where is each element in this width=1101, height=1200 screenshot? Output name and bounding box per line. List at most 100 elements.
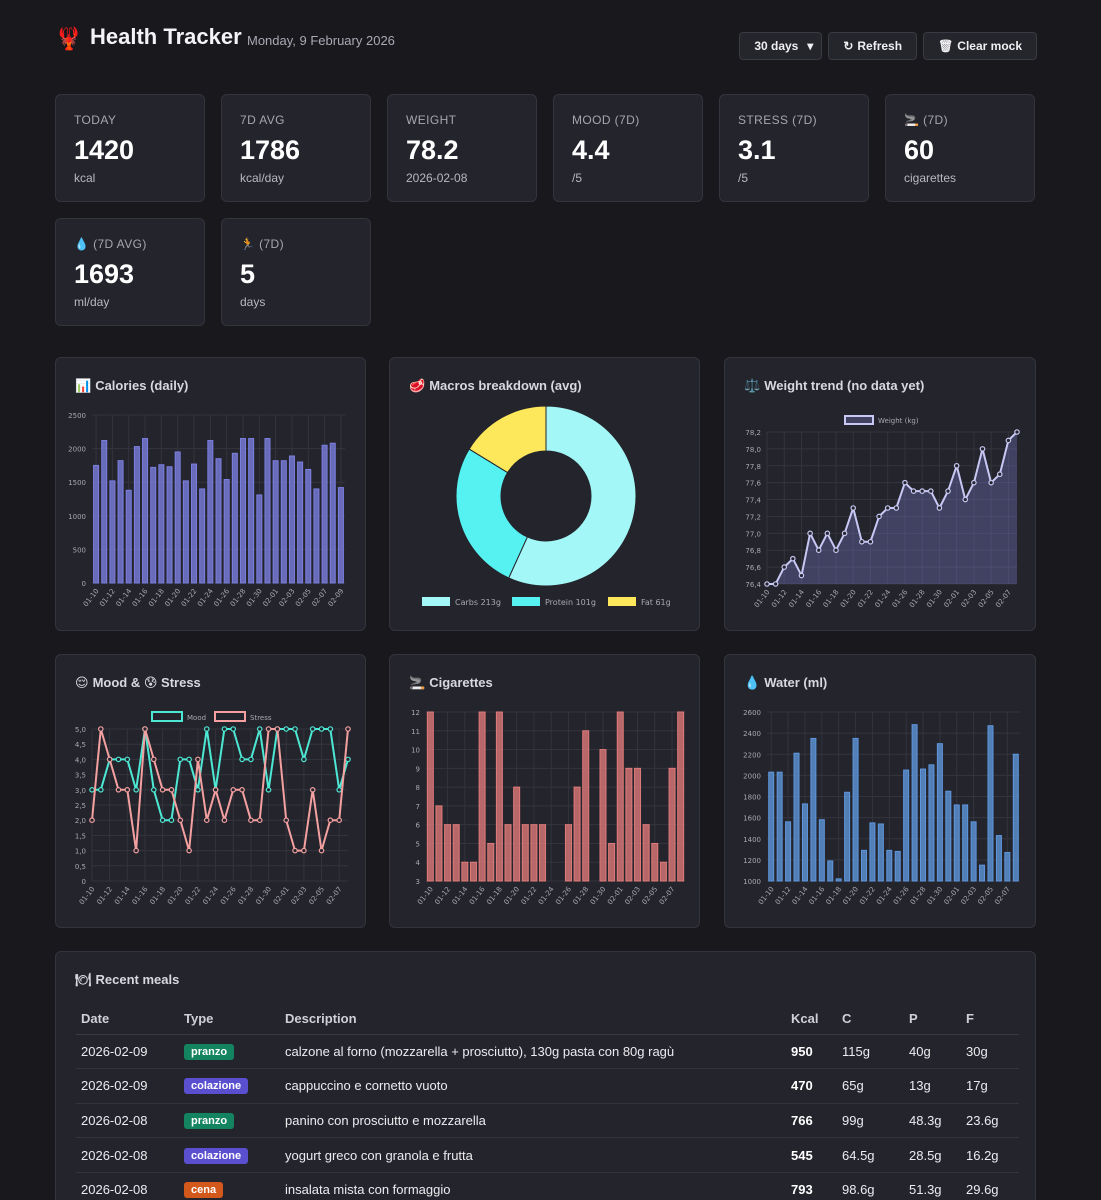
data-point-weight-kg- xyxy=(867,538,874,545)
bar-calories xyxy=(117,460,124,584)
panel-title: 💧 Water (ml) xyxy=(744,675,828,690)
stat-label: MOOD (7D) xyxy=(572,113,640,127)
stat-card-stress: STRESS (7D) 3.1 /5 xyxy=(719,94,869,202)
data-point-stress xyxy=(309,787,316,793)
meal-description: calzone al forno (mozzarella + prosciutt… xyxy=(280,1034,786,1070)
stat-card-today: TODAY 1420 kcal xyxy=(55,94,205,202)
panel-title: 📊 Calories (daily) xyxy=(75,378,189,393)
y-tick-label: 3,5 xyxy=(75,772,86,780)
data-point-stress xyxy=(159,787,166,793)
data-point-weight-kg- xyxy=(902,479,908,486)
meal-fat: 16.2g xyxy=(961,1137,1019,1173)
legend-label-fat: Fat 61g xyxy=(641,598,671,607)
x-tick-label: 02-01 xyxy=(606,885,625,906)
bar-calories xyxy=(158,464,165,584)
y-tick-label: 11 xyxy=(411,728,420,736)
x-tick-label: 02-01 xyxy=(272,885,291,906)
clear-mock-button[interactable]: 🗑 Clear mock xyxy=(923,32,1037,60)
bar-water xyxy=(979,864,986,882)
data-point-weight-kg- xyxy=(824,530,831,537)
pie-slice-carbs xyxy=(508,405,637,587)
y-tick-label: 78,2 xyxy=(745,429,761,437)
bar-calories xyxy=(142,438,149,584)
meal-protein: 48.3g xyxy=(904,1103,961,1139)
x-tick-label: 02-05 xyxy=(977,588,996,609)
legend-swatch-carbs xyxy=(422,597,450,606)
legend-label-stress: Stress xyxy=(250,714,272,722)
data-point-mood xyxy=(230,726,237,732)
bar-cigarettes xyxy=(659,861,667,882)
bar-water xyxy=(810,737,817,882)
stat-label: TODAY xyxy=(74,113,117,127)
mood-stress-panel: 😌 Mood & 😰 Stress 0 0,5 1,0 1,5 2,0 2,5 3,0 3,5 4… xyxy=(55,654,366,928)
cigarette-icon: 🚬 xyxy=(409,675,426,690)
range-select[interactable]: 30 days ▾ xyxy=(739,32,823,60)
bar-cigarettes xyxy=(634,767,642,882)
x-tick-label: 01-10 xyxy=(82,587,101,608)
y-tick-label: 77,4 xyxy=(745,497,761,505)
data-point-mood xyxy=(239,756,245,763)
scale-icon: ⚖️ xyxy=(744,378,761,393)
table-row: 2026-02-08 pranzo panino con prosciutto … xyxy=(76,1103,1019,1139)
stat-card-mood: MOOD (7D) 4.4 /5 xyxy=(553,94,703,202)
recent-meals-panel: 🍽 Recent meals Date Type Description Kcal… xyxy=(55,951,1036,1200)
y-tick-label: 4,5 xyxy=(75,741,86,749)
x-tick-label: 01-18 xyxy=(822,588,841,609)
data-point-weight-kg- xyxy=(884,505,891,511)
data-point-weight-kg- xyxy=(927,488,934,494)
y-tick-label: 76,4 xyxy=(745,581,761,589)
calories-panel: 📊 Calories (daily) 0 500 1000 1500 2000 2500 01… xyxy=(55,357,366,631)
refresh-button[interactable]: ↻ Refresh xyxy=(828,32,918,60)
bar-water xyxy=(987,725,994,882)
bar-water xyxy=(818,819,825,882)
water-chart: 1000 1200 1400 1600 1800 2000 2200 2400 2600 01-1… xyxy=(743,709,1020,906)
table-row: 2026-02-09 pranzo calzone al forno (mozz… xyxy=(76,1034,1019,1070)
x-tick-label: 01-18 xyxy=(148,885,167,906)
stat-unit: cigarettes xyxy=(904,171,957,185)
data-point-weight-kg- xyxy=(833,547,839,554)
data-point-mood xyxy=(203,726,210,732)
x-tick-label: 01-26 xyxy=(554,885,573,906)
x-tick-label: 02-03 xyxy=(278,587,297,608)
legend-label-weight: Weight (kg) xyxy=(878,417,919,425)
bar-calories xyxy=(223,479,230,584)
stat-value: 3.1 xyxy=(738,135,776,165)
data-point-mood xyxy=(318,726,325,732)
refresh-icon: ↻ xyxy=(843,39,854,53)
data-point-stress xyxy=(256,817,263,824)
y-tick-label: 77,8 xyxy=(745,463,761,471)
data-point-weight-kg- xyxy=(798,572,805,579)
legend-label-protein: Protein 101g xyxy=(545,598,596,607)
cigarettes-panel: 🚬 Cigarettes 3 4 5 6 7 8 9 10 11 12 01-10 01-12 01-14… xyxy=(389,654,700,928)
bar-water xyxy=(835,878,842,882)
data-point-stress xyxy=(177,817,184,824)
pie-slice-protein xyxy=(455,448,529,579)
series-line-stress xyxy=(91,728,349,852)
bar-water xyxy=(801,803,808,882)
bar-water xyxy=(911,724,918,882)
data-point-stress xyxy=(248,817,254,824)
y-tick-label: 7 xyxy=(416,803,420,811)
meal-description: insalata mista con formaggio xyxy=(280,1172,786,1200)
bar-cigarettes xyxy=(469,861,477,882)
data-point-stress xyxy=(274,726,281,732)
x-tick-label: 01-24 xyxy=(201,885,220,906)
x-tick-label: 02-07 xyxy=(993,885,1012,906)
stat-label: 🚬 (7D) xyxy=(904,113,949,127)
x-tick-label: 01-10 xyxy=(78,885,97,906)
stat-value: 1693 xyxy=(74,259,135,289)
meal-fat: 29.6g xyxy=(961,1172,1019,1200)
table-header-row: Date Type Description Kcal C P F xyxy=(76,1004,1019,1035)
y-tick-label: 2600 xyxy=(743,709,761,717)
bar-cigarettes xyxy=(444,824,452,882)
bar-cigarettes xyxy=(539,824,547,882)
data-point-stress xyxy=(301,847,307,854)
data-point-stress xyxy=(318,847,325,854)
bar-calories xyxy=(101,440,108,584)
bar-cigarettes xyxy=(487,842,495,882)
data-point-mood xyxy=(248,756,254,763)
data-point-mood xyxy=(256,726,263,732)
y-tick-label: 1800 xyxy=(743,794,761,802)
refresh-label: Refresh xyxy=(857,39,903,53)
bar-water xyxy=(970,821,977,882)
